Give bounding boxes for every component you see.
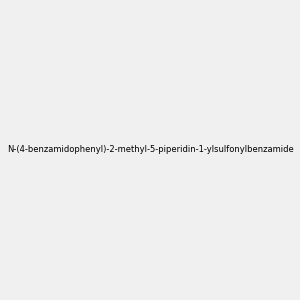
Text: N-(4-benzamidophenyl)-2-methyl-5-piperidin-1-ylsulfonylbenzamide: N-(4-benzamidophenyl)-2-methyl-5-piperid… xyxy=(7,146,293,154)
